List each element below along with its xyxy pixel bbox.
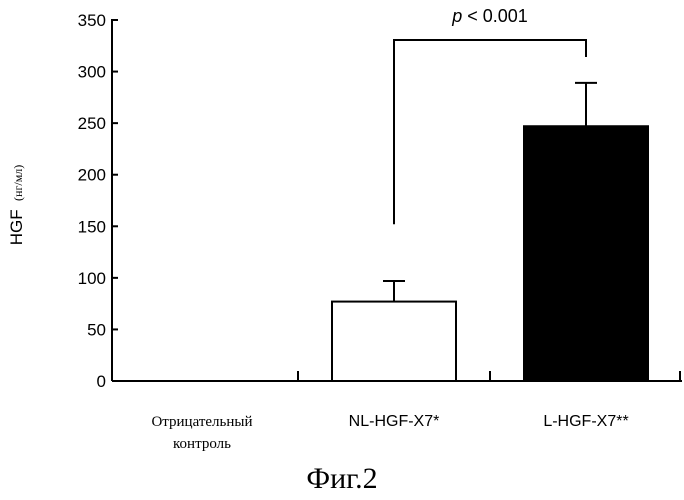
y-axis-label-unit: (нг/мл) xyxy=(11,165,25,201)
y-tick-label: 350 xyxy=(78,11,106,30)
significance-value: < 0.001 xyxy=(462,6,528,26)
y-tick-label: 300 xyxy=(78,63,106,82)
y-axis-label-main: HGF xyxy=(7,209,26,245)
x-category-label: Отрицательный xyxy=(151,414,252,430)
bars xyxy=(332,126,648,381)
y-tick-label: 50 xyxy=(87,320,106,339)
y-tick-label: 200 xyxy=(78,166,106,185)
figure-caption: Фиг.2 xyxy=(306,462,377,495)
x-category-label: L-HGF-X7** xyxy=(543,413,628,430)
x-labels: Отрицательный контроль NL-HGF-X7* L-HGF-X7*… xyxy=(151,413,628,452)
y-tick-label: 0 xyxy=(97,372,106,391)
x-category-label: NL-HGF-X7* xyxy=(349,413,440,430)
y-axis-label: HGF (нг/мл) xyxy=(7,165,26,246)
y-tick-label: 250 xyxy=(78,114,106,133)
significance-p: p xyxy=(451,6,462,26)
bar xyxy=(332,302,456,381)
y-tick-label: 100 xyxy=(78,269,106,288)
x-category-label: контроль xyxy=(173,436,231,452)
bar xyxy=(524,126,648,381)
y-tick-label: 150 xyxy=(78,217,106,236)
significance-label: p < 0.001 xyxy=(451,6,528,26)
